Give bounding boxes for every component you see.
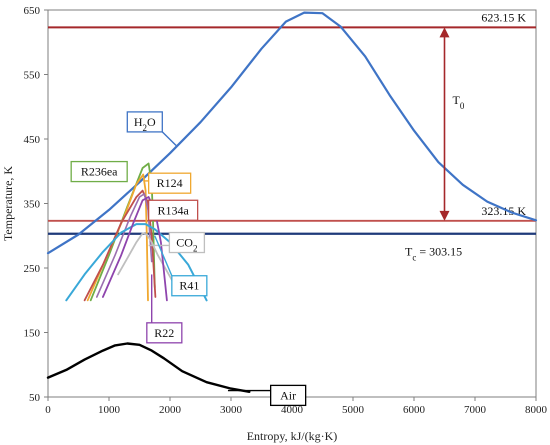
x-tick-label: 4000 (281, 404, 304, 416)
tag-r236ea-label: R236ea (81, 165, 118, 179)
x-tick-label: 8000 (525, 404, 548, 416)
x-tick-label: 6000 (403, 404, 426, 416)
y-tick-label: 350 (24, 199, 41, 211)
curve-tags: H2O R236ea R124 R134a CO2 R41 R22 Air (70, 111, 307, 407)
x-axis-title: Entropy, kJ/(kg·K) (247, 429, 338, 443)
tag-r22-box (146, 322, 183, 344)
series-h2o-curve (46, 11, 538, 255)
tag-air-box (269, 384, 307, 407)
t0-label: T0 (453, 93, 465, 111)
y-axis-title: Temperature, K (1, 166, 15, 241)
y-tick-label: 150 (24, 328, 41, 340)
reference-line-label: 623.15 K (481, 10, 526, 24)
tag-r41-leader (154, 235, 173, 277)
tag-r124-label: R124 (157, 176, 183, 190)
series-layer (46, 11, 538, 393)
tag-r22-label: R22 (154, 326, 174, 340)
x-tick-label: 5000 (342, 404, 365, 416)
series-air-curve (46, 342, 251, 393)
tag-co2-box (168, 231, 206, 254)
series-r41-curve (65, 223, 208, 302)
tag-co2-label: CO2 (176, 236, 197, 254)
tag-r134a-box (147, 199, 199, 221)
tag-air-label: Air (280, 388, 296, 402)
y-tick-label: 450 (24, 134, 41, 146)
tag-h2o-leader (161, 131, 177, 146)
axes: 0 1000 2000 3000 4000 5000 6000 7000 8000 50 150 25… (24, 5, 548, 416)
y-tick-label: 650 (24, 5, 41, 17)
arrow-head-down (439, 210, 450, 221)
tag-r124-box (147, 172, 192, 194)
plot-frame (47, 9, 537, 398)
y-tick-label: 250 (24, 263, 41, 275)
y-tick-label: 50 (29, 392, 41, 404)
x-tick-label: 0 (45, 404, 51, 416)
x-tick-label: 2000 (159, 404, 182, 416)
series-r134a-curve (83, 189, 157, 302)
y-tick-label: 550 (24, 70, 41, 82)
tag-r41-label: R41 (179, 279, 199, 293)
temperature-span-arrow: T0 (439, 27, 465, 221)
series-co2-curve (117, 232, 178, 289)
arrow-head-up (439, 27, 450, 38)
tag-r134a-label: R134a (157, 203, 189, 217)
x-tick-label: 7000 (464, 404, 487, 416)
tc-label: Tc = 303.15 (405, 245, 462, 263)
tag-r236ea-box (70, 160, 128, 183)
x-tick-label: 3000 (220, 404, 243, 416)
tag-r41-box (171, 275, 208, 297)
tag-h2o-box (126, 111, 163, 133)
tag-h2o-label: H2O (134, 115, 156, 133)
series-r22-curve (102, 196, 168, 302)
x-tick-label: 1000 (98, 404, 121, 416)
